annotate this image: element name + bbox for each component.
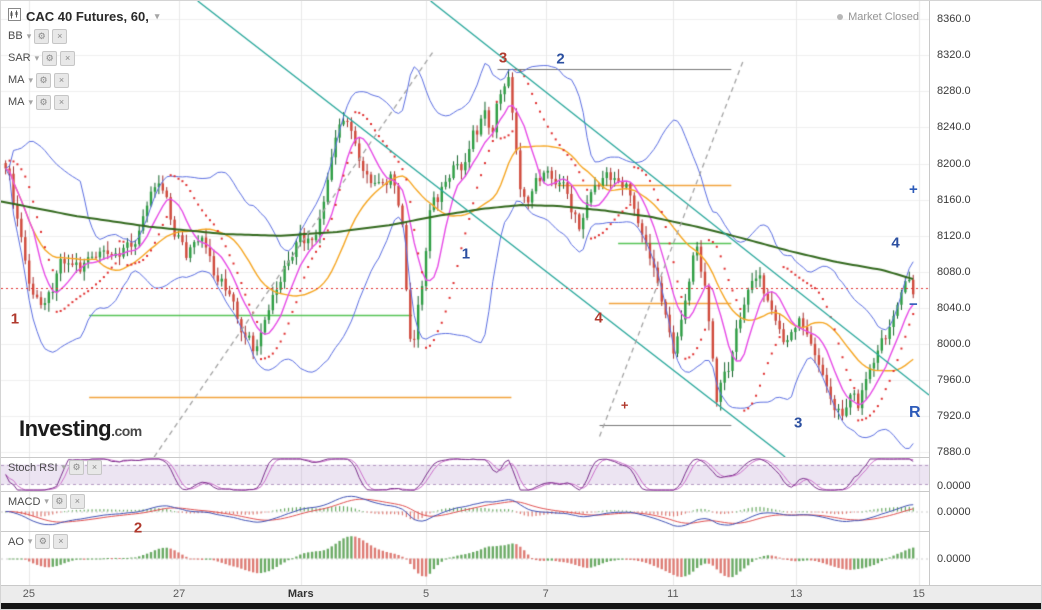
logo-name: Investing: [19, 416, 112, 441]
indicator-row-sar: SAR ▾ ⚙ ×: [8, 47, 159, 69]
time-axis-label: 15: [912, 588, 925, 600]
axis-r-marker[interactable]: R: [909, 404, 921, 421]
time-axis-label: 7: [542, 588, 549, 600]
indicator-close-button[interactable]: ×: [54, 94, 70, 110]
price-axis-label: 8160.0: [937, 193, 971, 206]
indicator-settings-button[interactable]: ⚙: [42, 50, 58, 66]
price-axis-label: 7960.0: [937, 374, 971, 387]
chevron-down-icon: ▾: [154, 10, 160, 21]
ao-panel-canvas[interactable]: [1, 532, 929, 585]
time-axis-label: 25: [22, 588, 35, 600]
price-axis-label: 8360.0: [937, 13, 971, 26]
price-axis[interactable]: 8360.0 8320.0 8280.0 8240.0 8200.0 8160.0 8120…: [929, 1, 1041, 585]
chart-legend: CAC 40 Futures, 60, ▾ BB ▾ ⚙ × SAR ▾ ⚙ ×…: [8, 7, 159, 113]
bottom-chrome-bar: [1, 603, 1041, 609]
market-status-dot-icon: [837, 14, 844, 20]
wave-annotation-label[interactable]: 3: [793, 414, 803, 432]
panel-separator: [1, 457, 1041, 458]
price-axis-label: 8040.0: [937, 302, 971, 314]
indicator-label: BB: [8, 30, 23, 42]
stoch-rsi-panel-header: Stoch RSI ▾ ⚙ ×: [8, 460, 103, 475]
price-axis-label: 8320.0: [937, 49, 971, 62]
axis-minus-marker[interactable]: −: [909, 296, 918, 313]
time-axis-label: 27: [173, 588, 186, 600]
wave-annotation-label[interactable]: 4: [594, 309, 603, 327]
panel-settings-button[interactable]: ⚙: [69, 460, 85, 475]
price-axis-label: 8240.0: [937, 121, 971, 134]
panel-close-button[interactable]: ×: [87, 460, 103, 475]
wave-annotation-label[interactable]: 1: [10, 310, 20, 328]
investing-logo: Investing.com: [19, 416, 142, 442]
price-axis-label: 8080.0: [937, 265, 971, 278]
axis-plus-marker[interactable]: +: [909, 181, 918, 198]
panel-title: AO: [8, 535, 24, 548]
indicator-label: MA: [8, 96, 25, 108]
time-axis-label: Mars: [287, 588, 314, 600]
indicator-close-button[interactable]: ×: [52, 28, 68, 44]
wave-annotation-label[interactable]: 3: [498, 49, 508, 67]
panel-settings-button[interactable]: ⚙: [35, 534, 51, 549]
macd-panel-canvas[interactable]: [1, 492, 929, 531]
indicator-row-ma1: MA ▾ ⚙ ×: [8, 69, 159, 91]
chevron-down-icon: ▾: [28, 74, 34, 85]
time-axis-label: 5: [422, 588, 430, 600]
wave-annotation-label[interactable]: 4: [891, 234, 900, 252]
macd-panel-header: MACD ▾ ⚙ ×: [8, 494, 85, 509]
price-axis-label: 8280.0: [937, 85, 971, 98]
wave-annotation-label[interactable]: +: [620, 397, 629, 413]
panel-value-label: 0.0000: [937, 480, 971, 492]
wave-annotation-label[interactable]: 2: [133, 519, 143, 537]
chevron-down-icon: ▾: [28, 96, 34, 107]
indicator-row-ma2: MA ▾ ⚙ ×: [8, 91, 159, 113]
wave-annotation-label[interactable]: 2: [556, 50, 565, 68]
panel-settings-button[interactable]: ⚙: [51, 494, 67, 509]
price-axis-label: 8000.0: [937, 338, 971, 351]
panel-separator: [1, 531, 1041, 532]
price-axis-label: 8120.0: [937, 229, 971, 242]
indicator-settings-button[interactable]: ⚙: [34, 28, 50, 44]
main-chart-canvas[interactable]: [1, 1, 929, 457]
panel-close-button[interactable]: ×: [53, 534, 69, 549]
panel-title: Stoch RSI: [8, 461, 58, 474]
market-status: Market Closed: [837, 11, 919, 23]
price-axis-label: 7920.0: [937, 410, 971, 423]
indicator-label: SAR: [8, 52, 31, 64]
candlestick-chart-icon: [8, 8, 21, 24]
chevron-down-icon: ▾: [44, 496, 49, 506]
time-axis-label: 11: [667, 588, 679, 600]
stoch-rsi-panel-canvas[interactable]: [1, 458, 929, 491]
chevron-down-icon: ▾: [34, 52, 40, 63]
main-chart-overlay: 1 1 3 2 4 +3 4 + − R: [1, 1, 929, 457]
indicator-settings-button[interactable]: ⚙: [36, 72, 52, 88]
panel-value-label: 0.0000: [937, 505, 971, 518]
chevron-down-icon: ▾: [27, 536, 33, 546]
panel-value-label: 0.0000: [937, 552, 971, 565]
ao-panel-header: AO ▾ ⚙ ×: [8, 534, 69, 549]
chevron-down-icon: ▾: [26, 30, 32, 41]
panel-separator: [1, 491, 1041, 492]
wave-annotation-label[interactable]: 1: [461, 245, 471, 263]
panel-close-button[interactable]: ×: [69, 494, 85, 509]
time-axis-label: 13: [790, 588, 803, 600]
chevron-down-icon: ▾: [61, 462, 67, 472]
price-axis-label: 8200.0: [937, 157, 971, 170]
time-axis[interactable]: 25 27 Mars 5 7 11 13 15: [1, 585, 1041, 604]
indicator-settings-button[interactable]: ⚙: [36, 94, 52, 110]
panel-title: MACD: [8, 495, 41, 508]
indicator-close-button[interactable]: ×: [60, 50, 76, 66]
market-status-text: Market Closed: [848, 11, 919, 23]
indicator-row-bb: BB ▾ ⚙ ×: [8, 25, 159, 47]
symbol-title-row[interactable]: CAC 40 Futures, 60, ▾: [8, 7, 159, 25]
price-axis-label: 7880.0: [937, 446, 971, 459]
logo-tld: .com: [111, 423, 142, 439]
indicator-close-button[interactable]: ×: [54, 72, 70, 88]
symbol-title: CAC 40 Futures, 60,: [26, 8, 149, 24]
indicator-label: MA: [8, 74, 25, 86]
